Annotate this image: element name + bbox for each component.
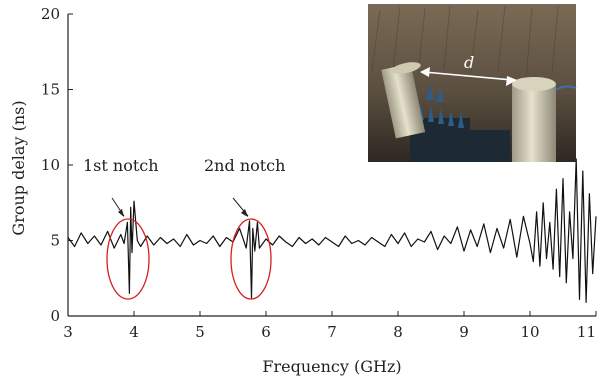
y-tick-label: 20 bbox=[41, 5, 60, 23]
x-tick-label: 7 bbox=[327, 323, 337, 341]
distance-arrowhead-left bbox=[420, 67, 430, 77]
notch-1-circle bbox=[106, 218, 150, 300]
y-ticks: 0 5 10 15 20 bbox=[41, 5, 73, 325]
series-line bbox=[67, 158, 597, 303]
y-tick-label: 15 bbox=[41, 81, 60, 99]
distance-arrowhead-right bbox=[506, 76, 517, 86]
x-axis-title: Frequency (GHz) bbox=[262, 357, 401, 376]
y-axis-title: Group delay (ns) bbox=[9, 100, 28, 235]
inset-left-antenna bbox=[381, 62, 426, 139]
x-tick-label: 5 bbox=[195, 323, 205, 341]
annotation-2-arrowhead bbox=[241, 209, 248, 217]
y-tick-label: 10 bbox=[41, 156, 60, 174]
x-tick-label: 4 bbox=[129, 323, 139, 341]
x-ticks: 3 4 5 6 7 8 9 10 11 bbox=[63, 311, 597, 341]
x-tick-label: 11 bbox=[577, 323, 596, 341]
distance-arrow bbox=[423, 71, 513, 81]
x-tick-label: 10 bbox=[520, 323, 539, 341]
x-tick-label: 9 bbox=[459, 323, 469, 341]
x-tick-label: 6 bbox=[261, 323, 271, 341]
inset-right-antenna bbox=[512, 77, 577, 162]
annotation-1st-notch: 1st notch bbox=[83, 156, 159, 175]
notch-2-circle bbox=[230, 218, 272, 300]
distance-label-d: d bbox=[464, 53, 474, 72]
inset-photo: d bbox=[368, 4, 577, 162]
x-tick-label: 3 bbox=[63, 323, 73, 341]
annotation-2nd-notch: 2nd notch bbox=[204, 156, 285, 175]
y-tick-label: 5 bbox=[50, 232, 60, 250]
annotation-1-arrowhead bbox=[118, 209, 124, 217]
y-tick-label: 0 bbox=[50, 307, 60, 325]
x-tick-label: 8 bbox=[393, 323, 403, 341]
